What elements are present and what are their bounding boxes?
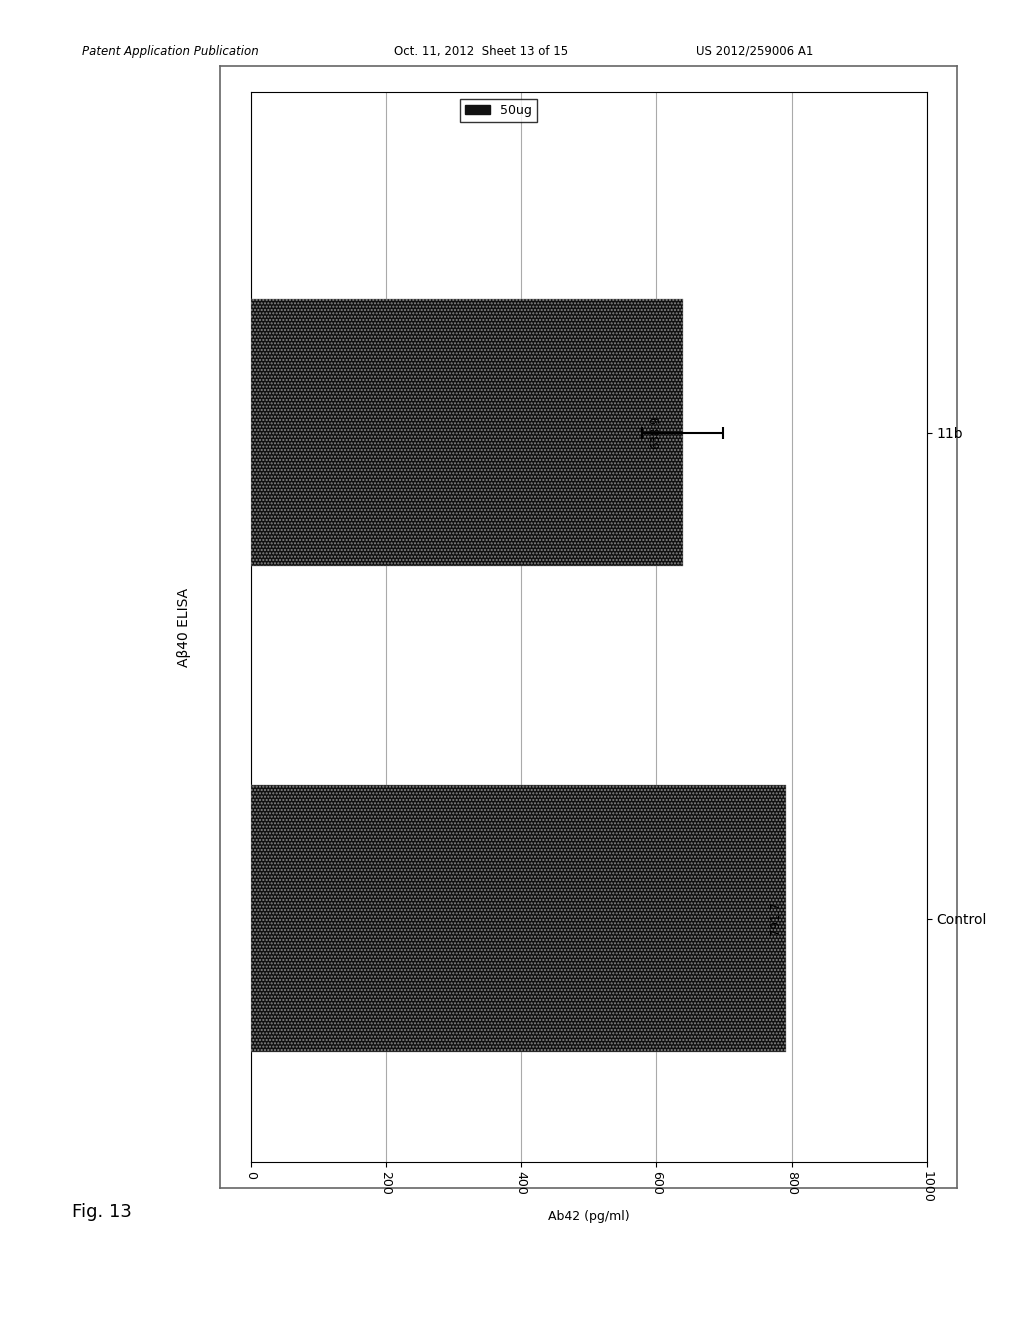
Bar [251,298,683,566]
Text: Oct. 11, 2012  Sheet 13 of 15: Oct. 11, 2012 Sheet 13 of 15 [394,45,568,58]
Text: Fig. 13: Fig. 13 [72,1203,131,1221]
Text: 638.9: 638.9 [649,416,663,449]
X-axis label: Ab42 (pg/ml): Ab42 (pg/ml) [548,1210,630,1224]
Text: US 2012/259006 A1: US 2012/259006 A1 [696,45,814,58]
Text: Aβ40 ELISA: Aβ40 ELISA [177,587,191,667]
Bar [251,785,786,1052]
Text: 791.7: 791.7 [769,902,782,936]
Bar [251,298,683,566]
Bar [251,785,786,1052]
Legend: 50ug: 50ug [460,99,537,121]
Text: Patent Application Publication: Patent Application Publication [82,45,259,58]
